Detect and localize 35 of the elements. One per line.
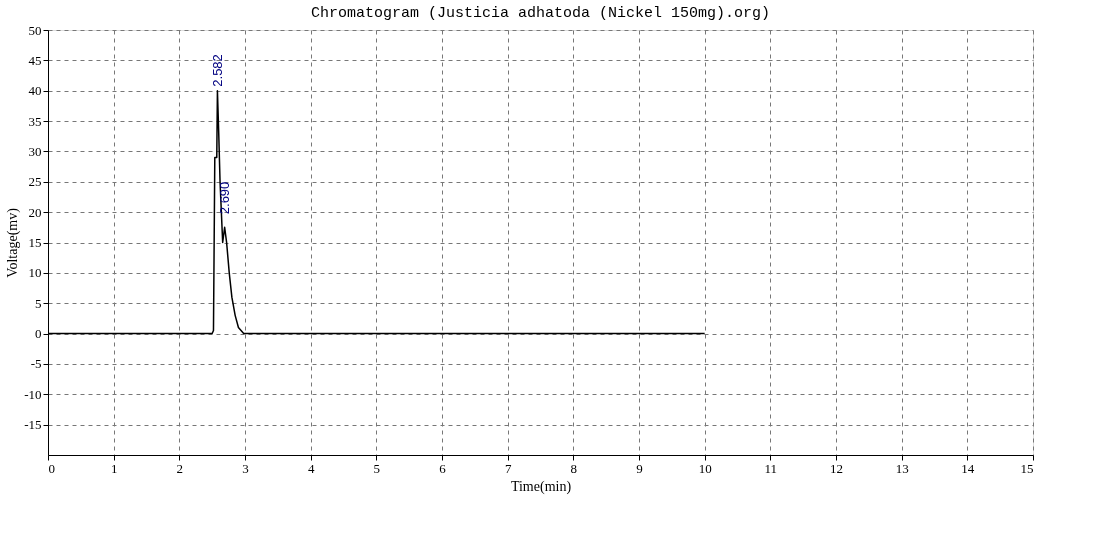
- x-tick-label: 9: [636, 460, 643, 476]
- x-tick-label: 5: [373, 460, 381, 476]
- annotation: 2.690: [216, 181, 232, 215]
- y-tick-label: 0: [35, 326, 42, 342]
- x-tick-label: 0: [48, 460, 55, 476]
- y-tick-label: 45: [28, 52, 42, 68]
- x-tick-label: 3: [242, 460, 249, 476]
- x-tick-label: 15: [1020, 460, 1034, 476]
- x-tick-label: 2: [176, 460, 184, 476]
- y-tick-label: 35: [28, 113, 42, 129]
- x-axis-title: Time(min): [510, 478, 572, 495]
- chart-title: Chromatogram (Justicia adhatoda (Nickel 150mg).org): [310, 5, 771, 22]
- y-tick-label: 15: [28, 235, 42, 250]
- annotation: 2.582: [209, 54, 225, 87]
- y-tick-label: 50: [28, 22, 42, 38]
- x-tick-label: 14: [961, 460, 975, 476]
- y-tick-label: 5: [35, 295, 42, 311]
- x-tick-label: 7: [504, 460, 512, 476]
- y-tick-label: -15: [24, 417, 42, 433]
- y-tick-label: -10: [24, 386, 42, 402]
- y-tick-label: -5: [30, 356, 42, 372]
- x-tick-label: 12: [830, 460, 843, 476]
- x-tick-label: 1: [110, 460, 118, 476]
- x-tick-label: 4: [307, 460, 315, 476]
- x-tick-label: 11: [764, 460, 778, 476]
- x-tick-label: 10: [698, 460, 712, 476]
- y-tick-label: 25: [28, 174, 42, 190]
- y-tick-label: 30: [28, 143, 42, 159]
- y-tick-label: 10: [28, 265, 42, 281]
- y-tick-label: 40: [28, 83, 42, 99]
- x-tick-label: 8: [570, 460, 578, 476]
- y-axis-title: Voltage(mv): [5, 207, 22, 278]
- x-tick-label: 6: [439, 460, 447, 476]
- x-tick-label: 13: [895, 460, 909, 476]
- y-tick-label: 20: [28, 204, 42, 220]
